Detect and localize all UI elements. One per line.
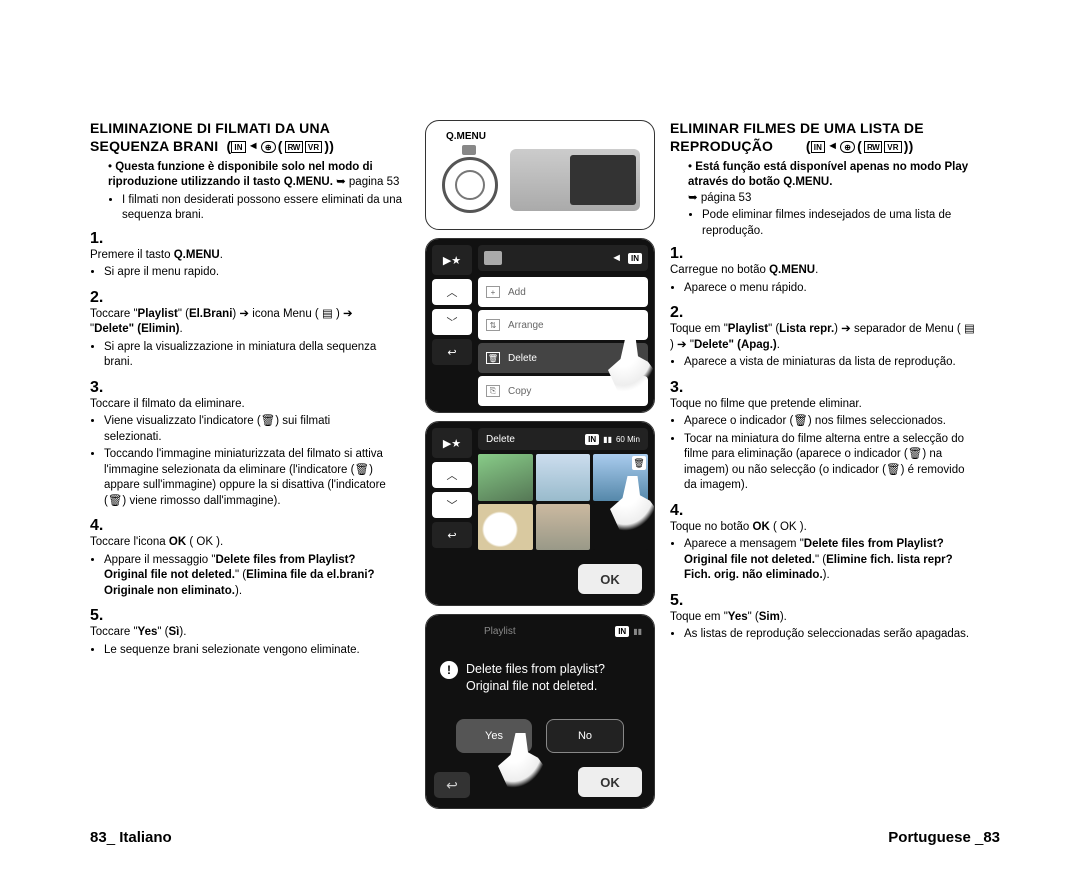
thumbnail: 🗑 (593, 454, 648, 501)
back-icon: ↩ (434, 772, 470, 798)
playlist-icon: ▶★ (432, 428, 472, 458)
intro-pt: • Está função está disponível apenas no … (688, 160, 1000, 240)
topbar: ◄ IN (478, 245, 648, 271)
thumbnail-grid: 🗑 (478, 454, 648, 550)
mode-icons: IN ◄ ⊕(RW VR)) (811, 138, 914, 156)
camera-figure: Q.MENU (425, 120, 655, 230)
step-5: 5. Toque em "Yes" (Sim). As listas de re… (670, 592, 1000, 645)
mode-icons: IN ◄ ⊕(RW VR)) (231, 138, 334, 156)
thumbnail-empty (593, 504, 648, 551)
thumbnail (478, 454, 533, 501)
delete-title-bar: Delete IN ▮▮ 60 Min (478, 428, 648, 450)
footer-right: Portuguese _83 (888, 829, 1000, 846)
playlist-title-bar: Playlist IN ▮▮ (478, 621, 648, 641)
thumbnail (478, 504, 533, 551)
copy-icon: ⎘ (486, 385, 500, 397)
ok-button: OK (578, 767, 642, 797)
ok-row: OK (478, 559, 648, 599)
in-badge: IN (585, 434, 599, 445)
battery-icon: ▮▮ (603, 435, 612, 444)
step-2: 2. Toccare "Playlist" (El.Brani) ➔ icona… (90, 289, 410, 373)
playlist-icon: ▶★ (432, 245, 472, 275)
step-3: 3. Toccare il filmato da eliminare. Vien… (90, 379, 410, 512)
menu-list: +Add ⇅Arrange 🗑Delete ⎘Copy (478, 277, 648, 406)
qmenu-button-icon (462, 145, 476, 155)
up-icon: ︿ (432, 279, 472, 305)
menu-screen-figure: ▶★ ︿ ﹀ ↩ 1 / 1 ◄ IN +Add ⇅Arrange 🗑Delet… (425, 238, 655, 413)
step-3: 3. Toque no filme que pretende eliminar.… (670, 379, 1000, 496)
menu-item-arrange: ⇅Arrange (478, 310, 648, 340)
thumbnail (536, 504, 591, 551)
thumbnails-figure: ▶★ ︿ ﹀ ↩ 1 / 1 Delete IN ▮▮ 60 Min 🗑 OK (425, 421, 655, 606)
step-5: 5. Toccare "Yes" (Sì). Le sequenze brani… (90, 607, 410, 660)
add-icon: + (486, 286, 500, 298)
back-icon: ↩ (432, 339, 472, 365)
in-badge: IN (615, 626, 629, 637)
lens-icon (442, 157, 498, 213)
ok-button: OK (578, 564, 642, 594)
camera-screen (570, 155, 636, 205)
italian-column: ELIMINAZIONE DI FILMATI DA UNA SEQUENZA … (90, 120, 410, 666)
up-icon: ︿ (432, 462, 472, 488)
qmenu-label: Q.MENU (446, 131, 486, 142)
trash-icon: 🗑 (632, 456, 646, 470)
no-button: No (546, 719, 624, 753)
step-2: 2. Toque em "Playlist" (Lista repr.) ➔ s… (670, 304, 1000, 373)
footer-left: 83_ Italiano (90, 829, 172, 846)
delete-icon: 🗑 (486, 352, 500, 364)
page-indicator: 1 / 1 (436, 319, 468, 330)
arrow-icon: ◄ (611, 252, 622, 264)
camera-body (510, 149, 640, 211)
step-1: 1. Premere il tasto Q.MENU. Si apre il m… (90, 230, 410, 283)
dialog-figure: Playlist IN ▮▮ ! Delete files from playl… (425, 614, 655, 809)
step-1: 1. Carregue no botão Q.MENU. Aparece o m… (670, 245, 1000, 298)
battery-icon: ▮▮ (633, 627, 642, 636)
menu-item-add: +Add (478, 277, 648, 307)
back-icon: ↩ (432, 522, 472, 548)
info-icon: ! (440, 661, 458, 679)
step-4: 4. Toque no botão OK ( OK ). Aparece a m… (670, 502, 1000, 586)
section-title-pt: ELIMINAR FILMES DE UMA LISTA DE REPRODUÇ… (670, 120, 1000, 156)
in-badge: IN (628, 253, 642, 264)
center-figures: Q.MENU ▶★ ︿ ﹀ ↩ 1 / 1 ◄ IN +Add ⇅Arrange… (420, 120, 660, 817)
yes-button: Yes (456, 719, 532, 753)
section-title-it: ELIMINAZIONE DI FILMATI DA UNA SEQUENZA … (90, 120, 410, 156)
menu-item-copy: ⎘Copy (478, 376, 648, 406)
steps-it: 1. Premere il tasto Q.MENU. Si apre il m… (90, 230, 410, 661)
menu-item-delete: 🗑Delete (478, 343, 648, 373)
time-label: 60 Min (616, 435, 640, 444)
ok-row: OK (478, 762, 648, 802)
portuguese-column: ELIMINAR FILMES DE UMA LISTA DE REPRODUÇ… (670, 120, 1000, 651)
dialog-message: ! Delete files from playlist? Original f… (440, 661, 640, 695)
manual-page: { "left": { "title_line1": "ELIMINAZIONE… (0, 0, 1080, 886)
dialog-buttons: Yes No (456, 719, 624, 753)
page-indicator: 1 / 1 (436, 510, 468, 521)
title-line1: ELIMINAZIONE DI FILMATI DA UNA (90, 120, 330, 136)
thumbnail (536, 454, 591, 501)
menu-icon (484, 251, 502, 265)
title-line2: SEQUENZA BRANI (90, 138, 218, 154)
intro-it: • Questa funzione è disponibile solo nel… (108, 160, 410, 224)
arrange-icon: ⇅ (486, 319, 500, 331)
step-4: 4. Toccare l'icona OK ( OK ). Appare il … (90, 517, 410, 601)
steps-pt: 1. Carregue no botão Q.MENU. Aparece o m… (670, 245, 1000, 645)
